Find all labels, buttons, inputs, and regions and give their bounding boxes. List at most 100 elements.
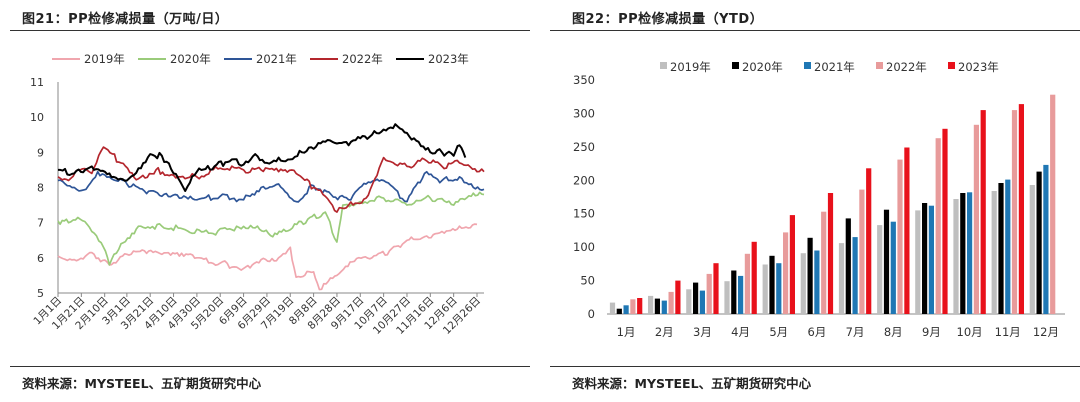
legend-label: 2023年 bbox=[958, 60, 999, 74]
bar-2019年-7月 bbox=[838, 243, 845, 314]
bar-2019年-10月 bbox=[953, 199, 959, 314]
y-tick-label: 0 bbox=[588, 307, 595, 321]
title-rule bbox=[550, 30, 1080, 31]
bar-2020年-8月 bbox=[883, 209, 890, 314]
x-tick-label: 5月 bbox=[769, 325, 788, 339]
line-chart-panel: 图21：PP检修减损量（万吨/日） 5 6 7 8 9 10 11 1月1日 1月21日 2月10… bbox=[0, 0, 530, 402]
bar-2023年-5月 bbox=[789, 215, 795, 314]
bar-2022年-1月 bbox=[630, 299, 636, 314]
bar-2022年-8月 bbox=[897, 159, 903, 314]
panel-title: 图22：PP检修减损量（YTD） bbox=[572, 12, 764, 27]
x-tick-label: 4月 bbox=[731, 325, 750, 339]
bar-2023年-1月 bbox=[637, 298, 643, 314]
legend-label: 2022年 bbox=[886, 60, 927, 74]
bar-2019年-4月 bbox=[724, 281, 730, 314]
legend-label: 2020年 bbox=[170, 52, 211, 66]
bar-2019年-12月 bbox=[1029, 185, 1035, 314]
bar-2019年-6月 bbox=[800, 253, 806, 314]
bar-chart-panel: 图22：PP检修减损量（YTD） 0 50 100 150 200 250 300 350 20… bbox=[550, 0, 1080, 402]
y-tick-label: 5 bbox=[37, 287, 44, 300]
legend-label: 2021年 bbox=[256, 52, 297, 66]
bar-2019年-9月 bbox=[915, 210, 921, 314]
legend-label: 2019年 bbox=[84, 52, 125, 66]
legend-label: 2022年 bbox=[342, 52, 383, 66]
bar-2020年-4月 bbox=[731, 270, 737, 314]
title-rule bbox=[10, 30, 530, 31]
bar-2022年-4月 bbox=[744, 253, 750, 314]
bar-2023年-2月 bbox=[675, 280, 681, 314]
bar-2021年-10月 bbox=[967, 192, 973, 314]
legend-swatch bbox=[732, 62, 739, 69]
x-tick-label: 2月 bbox=[655, 325, 674, 339]
legend-label: 2019年 bbox=[670, 60, 711, 74]
bar-2020年-6月 bbox=[807, 237, 813, 314]
x-tick-label: 1月 bbox=[617, 325, 636, 339]
x-tick-label: 7月 bbox=[846, 325, 865, 339]
y-tick-label: 250 bbox=[573, 140, 595, 154]
bar-2023年-6月 bbox=[827, 193, 834, 314]
x-tick-label: 12月 bbox=[1033, 325, 1059, 339]
bar-2020年-12月 bbox=[1036, 171, 1042, 314]
bar-2019年-1月 bbox=[609, 302, 616, 314]
y-tick-label: 100 bbox=[573, 240, 595, 254]
bar-2022年-9月 bbox=[935, 138, 941, 314]
y-tick-label: 11 bbox=[30, 76, 44, 89]
y-tick-label: 9 bbox=[37, 146, 44, 159]
bar-chart: 0 50 100 150 200 250 300 350 2019年 2020年 2021年 2022… bbox=[573, 60, 1065, 339]
bar-2019年-2月 bbox=[648, 295, 654, 314]
source-rule bbox=[10, 366, 530, 367]
panel-title: 图21：PP检修减损量（万吨/日） bbox=[22, 12, 229, 27]
y-tick-label: 8 bbox=[37, 182, 44, 195]
bar-2021年-8月 bbox=[890, 221, 896, 314]
bar-2021年-2月 bbox=[661, 300, 667, 314]
bar-2023年-11月 bbox=[1018, 104, 1024, 314]
bar-2019年-3月 bbox=[686, 289, 692, 314]
bar-2022年-6月 bbox=[821, 211, 827, 314]
y-tick-label: 350 bbox=[573, 73, 595, 87]
series-line-2021年 bbox=[57, 170, 485, 203]
bar-2021年-3月 bbox=[699, 290, 705, 314]
legend-swatch bbox=[804, 62, 811, 69]
line-chart: 5678910111月1日1月21日2月10日3月1日3月21日4月10日4月3… bbox=[30, 52, 485, 337]
bar-2022年-5月 bbox=[783, 232, 789, 314]
bar-2021年-11月 bbox=[1005, 179, 1011, 314]
bar-2022年-10月 bbox=[973, 124, 979, 314]
bar-2021年-4月 bbox=[738, 275, 744, 314]
x-tick-label: 9月 bbox=[922, 325, 941, 339]
legend-swatch bbox=[876, 62, 883, 69]
bar-2022年-12月 bbox=[1050, 94, 1056, 314]
bar-2020年-3月 bbox=[693, 282, 699, 314]
y-tick-label: 50 bbox=[580, 274, 595, 288]
y-tick-label: 10 bbox=[30, 111, 44, 124]
bar-2020年-1月 bbox=[616, 308, 622, 314]
bar-2020年-9月 bbox=[922, 203, 928, 314]
x-tick-label: 11月 bbox=[995, 325, 1021, 339]
bar-2022年-7月 bbox=[859, 189, 865, 314]
bar-2020年-11月 bbox=[998, 183, 1004, 314]
bar-2021年-7月 bbox=[852, 237, 858, 314]
source-rule bbox=[550, 366, 1080, 367]
bar-2023年-3月 bbox=[713, 263, 719, 314]
series-line-2022年 bbox=[57, 146, 485, 213]
y-tick-label: 6 bbox=[37, 252, 44, 265]
y-tick-label: 300 bbox=[573, 106, 595, 120]
bar-2023年-9月 bbox=[942, 128, 948, 314]
series-line-2020年 bbox=[57, 191, 485, 266]
bar-2019年-8月 bbox=[877, 225, 883, 314]
source-note: 资料来源：MYSTEEL、五矿期货研究中心 bbox=[572, 376, 812, 391]
bar-2020年-7月 bbox=[845, 218, 851, 314]
source-note: 资料来源：MYSTEEL、五矿期货研究中心 bbox=[22, 376, 262, 391]
legend-label: 2020年 bbox=[742, 60, 783, 74]
bar-2023年-7月 bbox=[866, 168, 872, 314]
y-tick-label: 7 bbox=[37, 217, 44, 230]
bar-2020年-10月 bbox=[960, 193, 966, 314]
bar-2023年-8月 bbox=[904, 147, 910, 314]
bar-2022年-11月 bbox=[1011, 110, 1018, 314]
series-line-2023年 bbox=[58, 123, 467, 192]
bar-2021年-12月 bbox=[1043, 164, 1049, 314]
bar-2023年-4月 bbox=[751, 241, 757, 314]
bar-2022年-3月 bbox=[706, 273, 712, 314]
series-line-2019年 bbox=[57, 223, 478, 291]
bar-2019年-11月 bbox=[991, 191, 997, 314]
bar-2021年-6月 bbox=[814, 250, 820, 314]
